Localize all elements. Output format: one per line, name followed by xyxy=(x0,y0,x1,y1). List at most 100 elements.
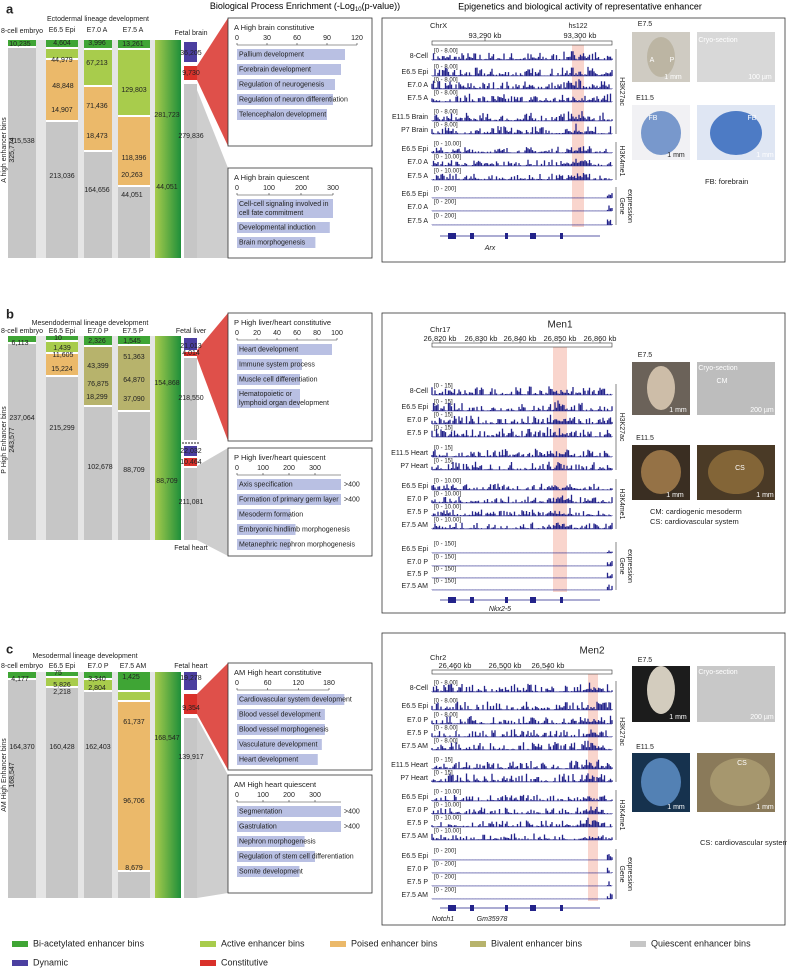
x-tick-label: 120 xyxy=(292,680,304,687)
track-signal xyxy=(431,205,613,211)
sankey-node xyxy=(118,346,150,410)
flow-count: 14,907 xyxy=(51,107,73,114)
sankey-node xyxy=(118,40,150,48)
image-tile xyxy=(697,362,775,415)
flow-band xyxy=(112,40,118,258)
track-signal xyxy=(431,817,613,827)
sankey-node xyxy=(84,50,112,85)
image-label: E11.5 xyxy=(636,95,654,102)
track-range: [0 - 200] xyxy=(434,214,456,220)
track-signal xyxy=(431,893,613,899)
track-label: E7.5 AM xyxy=(402,743,429,750)
flow-count: 213,036 xyxy=(49,173,74,180)
image-label: E7.5 xyxy=(638,657,653,664)
track-signal xyxy=(431,584,613,590)
group-label: H3K4me1 xyxy=(618,145,625,176)
flow-count: 2,326 xyxy=(88,338,106,345)
image-label: Cryo-section xyxy=(698,365,737,372)
embryo xyxy=(710,758,770,806)
bar xyxy=(237,694,345,705)
sankey-node xyxy=(8,680,36,898)
track-signal xyxy=(431,93,613,102)
track-label: E7.5 P xyxy=(407,571,428,578)
flow-count: 48,848 xyxy=(52,83,74,90)
sankey-node xyxy=(8,336,36,342)
flow-count: 215,299 xyxy=(49,425,74,432)
image-label: 200 µm xyxy=(750,407,774,414)
x-tick-label: 60 xyxy=(264,680,272,687)
ruler xyxy=(431,669,613,675)
track-signal xyxy=(431,550,613,553)
coordinate: 26,850 kb xyxy=(544,334,577,343)
flow-band xyxy=(78,40,84,258)
flow-count: 3,340 xyxy=(88,676,106,683)
flow-count: 129,803 xyxy=(121,87,146,94)
track-signal xyxy=(431,219,613,225)
flow-count: 102,678 xyxy=(87,464,112,471)
gene-name: Nkx2-5 xyxy=(489,606,511,613)
image-label: 1 mm xyxy=(666,492,684,499)
track-label: E6.5 Epi xyxy=(402,546,429,553)
track-label: E7.0 P xyxy=(407,496,428,503)
exon xyxy=(560,597,563,603)
image-label: 1 mm xyxy=(756,492,774,499)
stage-label: E7.0 P xyxy=(87,663,108,670)
track-label: P7 Brain xyxy=(401,127,428,134)
image-label: E7.5 xyxy=(638,21,653,28)
bar xyxy=(237,359,302,370)
track-label: E7.5 P xyxy=(407,820,428,827)
track-signal xyxy=(431,427,613,437)
x-tick-label: 180 xyxy=(323,680,335,687)
enrichment-title: P High liver/heart quiescent xyxy=(234,453,326,462)
sankey-node xyxy=(8,48,36,258)
image-caption: CM: cardiogenic mesoderm xyxy=(650,507,742,516)
x-tick-label: 0 xyxy=(235,330,239,337)
flow-count: 10,235 xyxy=(9,41,31,48)
sankey-node xyxy=(184,66,197,80)
sankey-node xyxy=(8,344,36,540)
flow-band xyxy=(112,672,118,898)
x-tick-label: 30 xyxy=(263,35,271,42)
header-part: (p-value)) xyxy=(362,1,401,11)
track-range: [0 - 15] xyxy=(434,426,453,432)
sankey-node xyxy=(184,458,197,466)
value-label: >400 xyxy=(344,496,360,503)
term-label: Regulation of neuron differentiation xyxy=(239,96,348,103)
track-range: [0 - 15] xyxy=(434,384,453,390)
sankey-node xyxy=(84,692,112,898)
coordinate: 93,290 kb xyxy=(469,31,502,40)
flow-count: 21,013 xyxy=(180,343,202,350)
track-range: [0 - 10.00] xyxy=(434,816,461,822)
flow-count: 61,737 xyxy=(123,719,145,726)
image-tile xyxy=(697,666,775,722)
track-range: [0 - 200] xyxy=(434,875,456,881)
flow-count: 10,464 xyxy=(180,459,202,466)
track-signal xyxy=(431,66,613,76)
chromosome: Chr17 xyxy=(430,325,450,334)
sankey-node xyxy=(155,672,181,898)
x-tick-label: 200 xyxy=(283,465,295,472)
exon xyxy=(530,233,536,239)
legend-swatch xyxy=(630,941,646,947)
flow-band xyxy=(36,336,46,540)
wedge xyxy=(197,448,228,556)
group-label: H3K27ac xyxy=(618,413,625,442)
flow-count: 36,205 xyxy=(180,50,202,57)
flow-count: 96,706 xyxy=(123,798,145,805)
track-signal xyxy=(431,806,613,814)
flow-count: 43,399 xyxy=(87,363,109,370)
exon xyxy=(560,905,563,911)
gene-name: Notch1 xyxy=(432,916,454,923)
term-label: Heart development xyxy=(239,756,298,763)
flow-count: 67,213 xyxy=(86,60,108,67)
track-label: E7.5 P xyxy=(407,509,428,516)
sankey-node xyxy=(118,692,150,700)
flow-band xyxy=(112,336,118,540)
flow-count: 9,730 xyxy=(182,70,200,77)
stage-label: E7.5 A xyxy=(123,27,144,34)
flow-count: 10 xyxy=(54,335,62,342)
stage-label: E6.5 Epi xyxy=(49,663,76,670)
track-signal xyxy=(431,759,613,769)
bar xyxy=(237,389,300,408)
